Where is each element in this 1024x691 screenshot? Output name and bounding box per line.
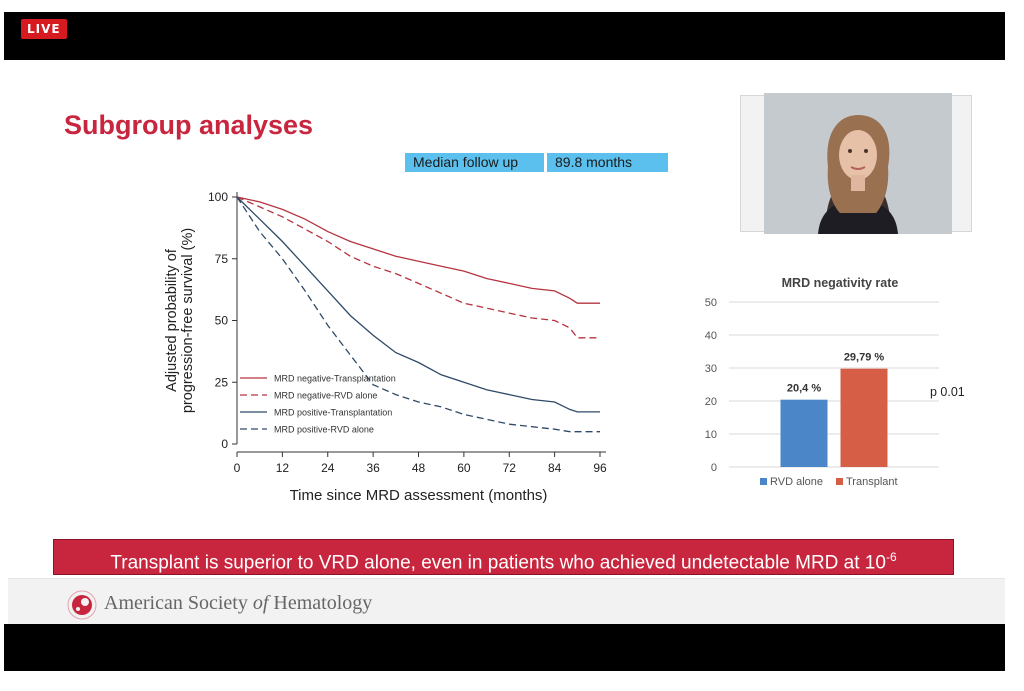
org-name-suffix: Hematology <box>268 592 373 614</box>
followup-value: 89.8 months <box>547 153 668 172</box>
org-name: American Society of Hematology <box>104 592 372 615</box>
km-y-tick-label: 50 <box>215 314 229 328</box>
km-x-tick-label: 84 <box>548 461 562 475</box>
top-black-bar <box>4 12 1005 60</box>
bar-1 <box>780 399 828 467</box>
km-x-axis-title: Time since MRD assessment (months) <box>290 487 548 504</box>
live-badge: LIVE <box>21 19 67 39</box>
slide-footer: American Society of Hematology <box>8 578 1005 624</box>
km-legend-label: MRD positive-Transplantation <box>274 408 392 418</box>
km-y-tick-label: 100 <box>208 190 228 204</box>
bar-legend-label: Transplant <box>846 476 898 488</box>
km-axes: 0 25 50 75 100 0 12 24 36 48 60 72 84 96 Time since MR… <box>164 190 607 504</box>
slide-title: Subgroup analyses <box>64 110 314 140</box>
km-legend-label: MRD negative-RVD alone <box>274 391 377 401</box>
followup-label: Median follow up <box>405 153 544 172</box>
bar-value-label: 29,79 % <box>844 352 885 364</box>
org-name-prefix: American Society <box>104 592 253 614</box>
speaker-portrait-icon <box>764 93 952 234</box>
km-y-tick-label: 0 <box>221 437 228 451</box>
km-series-line-3 <box>236 196 600 413</box>
km-series-line-4 <box>236 196 600 433</box>
conclusion-text: Transplant is superior to VRD alone, eve… <box>110 552 886 574</box>
km-x-tick-label: 0 <box>234 461 241 475</box>
km-y-axis-title: Adjusted probability ofprogression-free … <box>164 228 196 413</box>
km-x-tick-label: 60 <box>457 461 471 475</box>
km-x-tick-label: 12 <box>276 461 290 475</box>
bar-legend-swatch <box>836 478 843 485</box>
km-x-tick-label: 36 <box>366 461 380 475</box>
bar-y-tick-label: 0 <box>711 462 717 474</box>
km-survival-chart: 0 25 50 75 100 0 12 24 36 48 60 72 84 96 Time since MR… <box>164 190 607 504</box>
bar-value-label: 20,4 % <box>787 383 821 395</box>
bar-legend-label: RVD alone <box>770 476 823 488</box>
p-value-annotation: p 0.01 <box>930 385 965 399</box>
bar-y-tick-label: 20 <box>705 396 717 408</box>
conclusion-banner: Transplant is superior to VRD alone, eve… <box>53 539 954 575</box>
km-legend: MRD negative-Transplantation MRD negative… <box>240 374 396 435</box>
bar-chart-title: MRD negativity rate <box>782 276 899 290</box>
bar-2 <box>840 368 888 467</box>
km-y-tick-label: 25 <box>215 375 229 389</box>
median-followup-box: Median follow up 89.8 months <box>405 153 668 172</box>
km-x-tick-label: 72 <box>503 461 517 475</box>
bar-chart-content: MRD negativity rate 0 10 20 30 40 50 20,4 % 29,7… <box>705 276 965 488</box>
ash-logo-icon <box>67 590 97 620</box>
conclusion-exponent: -6 <box>885 550 897 564</box>
km-y-tick-label: 75 <box>215 252 229 266</box>
mrd-negativity-bar-chart: MRD negativity rate 0 10 20 30 40 50 20,4 % 29,7… <box>705 276 965 488</box>
speaker-video <box>764 93 952 234</box>
followup-divider <box>544 153 547 172</box>
bottom-black-bar <box>4 624 1005 671</box>
org-name-of: of <box>252 592 269 614</box>
km-x-tick-label: 96 <box>593 461 607 475</box>
km-legend-label: MRD negative-Transplantation <box>274 374 396 384</box>
km-series-line-1 <box>236 196 600 304</box>
bar-y-tick-label: 30 <box>705 363 717 375</box>
km-x-tick-label: 48 <box>412 461 426 475</box>
presentation-slide: Subgroup analyses Median follow up 89.8 … <box>4 60 1005 624</box>
bar-y-tick-label: 40 <box>705 330 717 342</box>
bar-legend-swatch <box>760 478 767 485</box>
bar-y-tick-label: 50 <box>705 297 717 309</box>
km-x-tick-label: 24 <box>321 461 335 475</box>
bar-y-tick-label: 10 <box>705 429 717 441</box>
km-legend-label: MRD positive-RVD alone <box>274 425 374 435</box>
km-curves <box>236 196 600 433</box>
km-series-line-2 <box>236 196 600 339</box>
